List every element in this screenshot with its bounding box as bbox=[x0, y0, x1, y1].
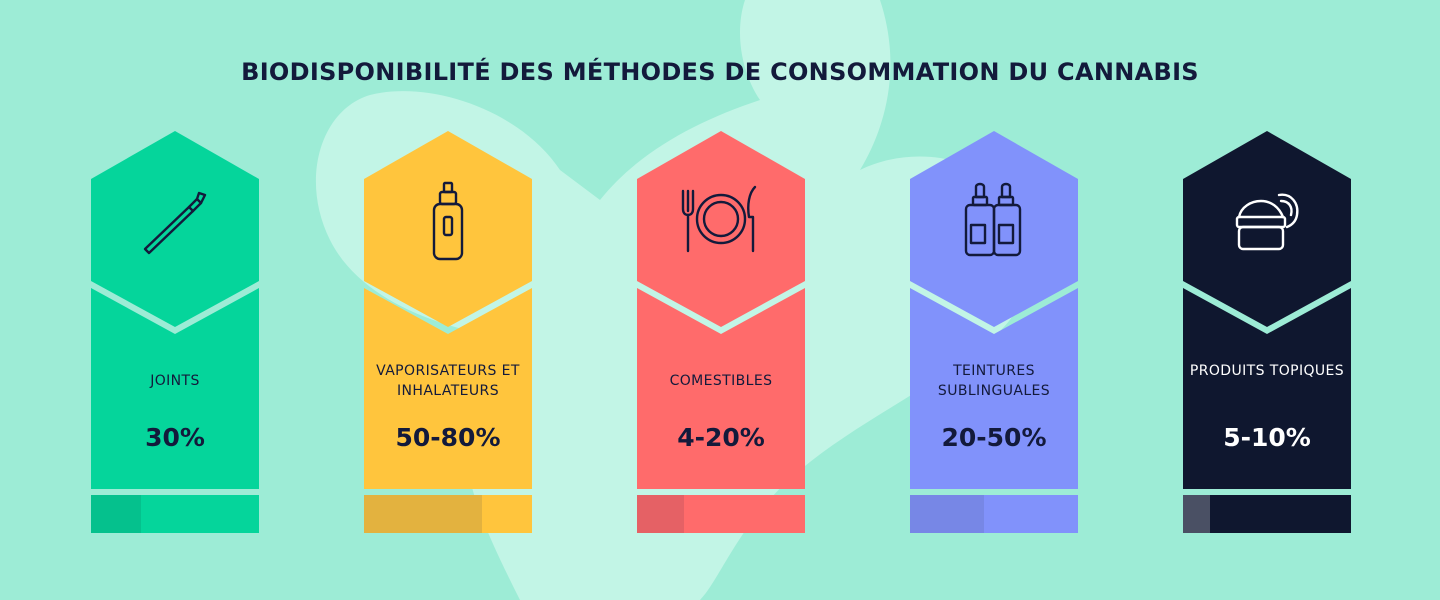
bioavailability-bar-fill bbox=[637, 495, 685, 533]
card-value: 20-50% bbox=[941, 423, 1047, 452]
bioavailability-bar-fill bbox=[910, 495, 984, 533]
card-shape bbox=[637, 131, 805, 489]
card-value: 4-20% bbox=[677, 423, 765, 452]
card-value: 5-10% bbox=[1223, 423, 1311, 452]
card-value: 50-80% bbox=[395, 423, 501, 452]
page-title: BIODISPONIBILITÉ DES MÉTHODES DE CONSOMM… bbox=[241, 58, 1199, 86]
card-value: 30% bbox=[145, 423, 205, 452]
card-vaporizers: VAPORISATEURS ET INHALATEURS 50-80% bbox=[364, 131, 532, 533]
bioavailability-bar-fill bbox=[91, 495, 142, 533]
dropper-bottles-icon bbox=[964, 182, 1022, 257]
bioavailability-bar bbox=[364, 495, 532, 533]
card-shape bbox=[364, 131, 532, 489]
bioavailability-bar bbox=[1183, 495, 1351, 533]
bioavailability-bar bbox=[91, 495, 259, 533]
vaporizer-icon bbox=[432, 181, 464, 261]
card-label: JOINTS bbox=[150, 373, 200, 389]
bioavailability-bar-fill bbox=[1183, 495, 1210, 533]
cream-jar-icon bbox=[1235, 193, 1299, 251]
card-joints: JOINTS 30% bbox=[91, 131, 259, 533]
card-edibles: COMESTIBLES 4-20% bbox=[637, 131, 805, 533]
card-label: PRODUITS TOPIQUES bbox=[1189, 363, 1345, 379]
plate-cutlery-icon bbox=[681, 185, 757, 253]
card-label: VAPORISATEURS ET INHALATEURS bbox=[376, 363, 520, 399]
card-label: TEINTURES SUBLINGUALES bbox=[937, 363, 1051, 399]
bioavailability-bar bbox=[637, 495, 805, 533]
card-topicals: PRODUITS TOPIQUES 5-10% bbox=[1183, 131, 1351, 533]
card-shape bbox=[1183, 131, 1351, 489]
bioavailability-bar bbox=[910, 495, 1078, 533]
joint-icon bbox=[143, 191, 207, 255]
bioavailability-bar-fill bbox=[364, 495, 482, 533]
card-label: COMESTIBLES bbox=[669, 373, 773, 389]
card-tinctures: TEINTURES SUBLINGUALES 20-50% bbox=[910, 131, 1078, 533]
